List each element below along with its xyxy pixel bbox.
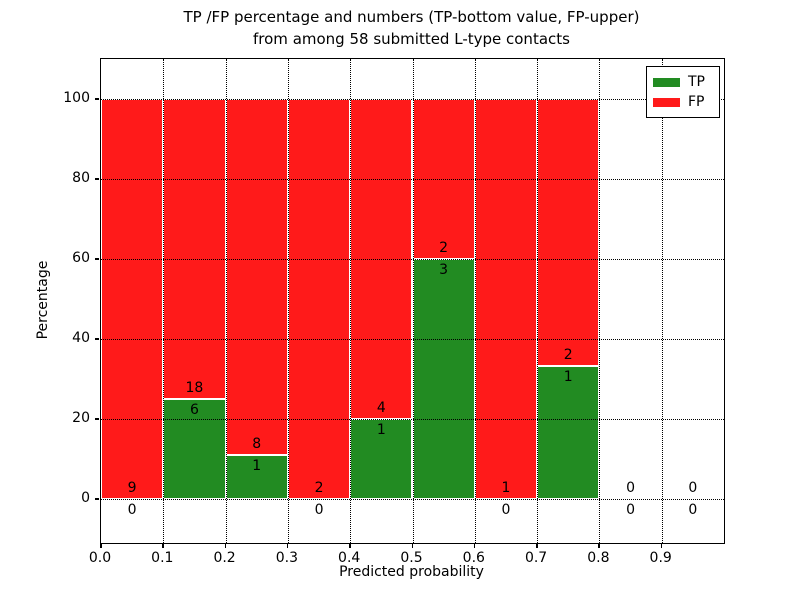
y-tick-label: 80 [72,170,90,186]
tp-count-label: 1 [252,457,262,474]
x-tick-label: 0.8 [587,550,610,566]
x-tick [286,543,289,548]
legend-row: FP [653,92,719,112]
fp-legend-swatch [653,97,680,107]
tp-legend-swatch [653,77,680,87]
x-tick [162,543,164,548]
x-axis-label: Predicted probability [339,564,484,580]
fp-count-label: 2 [439,240,449,256]
tp-count-label: 1 [376,422,386,438]
y-tick-label: 60 [72,250,90,266]
x-tick-label: 0.7 [524,550,548,566]
x-tick-label: 0.9 [649,550,672,566]
fp-bar-segment [163,99,226,399]
legend-row: TP [653,72,719,92]
x-tick-label: 0.5 [400,550,423,566]
fp-bar-segment [287,99,351,499]
fp-count-label: 8 [252,435,262,452]
tp-legend-label: TP [688,74,705,90]
fp-count-label: 2 [563,346,573,363]
x-tick [349,543,351,548]
fp-bar-segment [537,99,600,366]
y-tick-label: 100 [63,90,90,106]
fp-bar-segment [101,99,164,499]
x-tick-label: 0.6 [462,550,485,566]
tp-bar-segment [225,454,288,499]
y-tick-label: 0 [81,490,90,506]
fp-count-label: 0 [688,480,698,496]
x-gridline [412,59,414,543]
y-tick [94,178,99,180]
tp-count-label: 1 [563,368,573,385]
fp-count-label: 1 [501,480,511,496]
tp-count-label: 0 [688,502,698,518]
x-gridline [537,59,539,543]
tp-count-label: 0 [626,502,636,518]
y-tick [94,98,99,100]
x-gridline [350,59,352,543]
tp-count-label: 0 [501,502,511,518]
fp-count-label: 0 [626,480,636,496]
tp-count-label: 3 [439,262,449,278]
x-tick [536,543,538,548]
fp-bar-segment [474,99,538,499]
y-tick-label: 40 [72,330,90,346]
tp-count-label: 0 [127,502,137,518]
x-gridline [163,59,165,543]
x-gridline [225,59,227,543]
fp-bar-segment [225,99,288,455]
x-tick-label: 0.1 [151,550,174,566]
fp-count-label: 2 [314,480,324,496]
y-tick [94,338,99,340]
tp-bar-segment [537,365,600,499]
y-tick [94,498,99,500]
legend-box: TP FP [646,66,720,118]
x-tick [411,543,413,548]
x-tick [100,543,102,548]
fp-count-label: 4 [376,400,386,416]
x-tick [473,543,476,548]
x-gridline [474,59,476,543]
x-tick [660,543,663,548]
tp-bar-segment [350,419,413,499]
chart-title: TP /FP percentage and numbers (TP-bottom… [100,6,723,50]
y-tick [94,258,99,260]
x-tick [224,543,227,548]
plot-area: 9 0 18 6 8 1 2 0 4 1 2 3 1 0 2 1 0 0 0 0 [100,58,725,544]
y-axis-label: Percentage [35,260,51,340]
x-gridline [661,59,663,543]
fp-count-label: 18 [185,380,204,396]
y-tick-label: 20 [72,410,90,426]
tp-count-label: 6 [189,402,199,418]
tp-bar-segment [412,259,475,499]
x-gridline [599,59,601,543]
tp-count-label: 0 [314,502,324,518]
chart-title-line2: from among 58 submitted L-type contacts [253,30,570,48]
chart-title-line1: TP /FP percentage and numbers (TP-bottom… [183,8,640,26]
fp-count-label: 9 [127,480,137,496]
y-tick [94,418,99,420]
x-tick [598,543,600,548]
fp-legend-label: FP [688,94,705,110]
x-gridline [287,59,289,543]
x-tick-label: 0.3 [275,550,299,566]
x-tick-label: 0.4 [338,550,361,566]
x-tick-label: 0.0 [88,550,112,566]
x-tick-label: 0.2 [213,550,236,566]
